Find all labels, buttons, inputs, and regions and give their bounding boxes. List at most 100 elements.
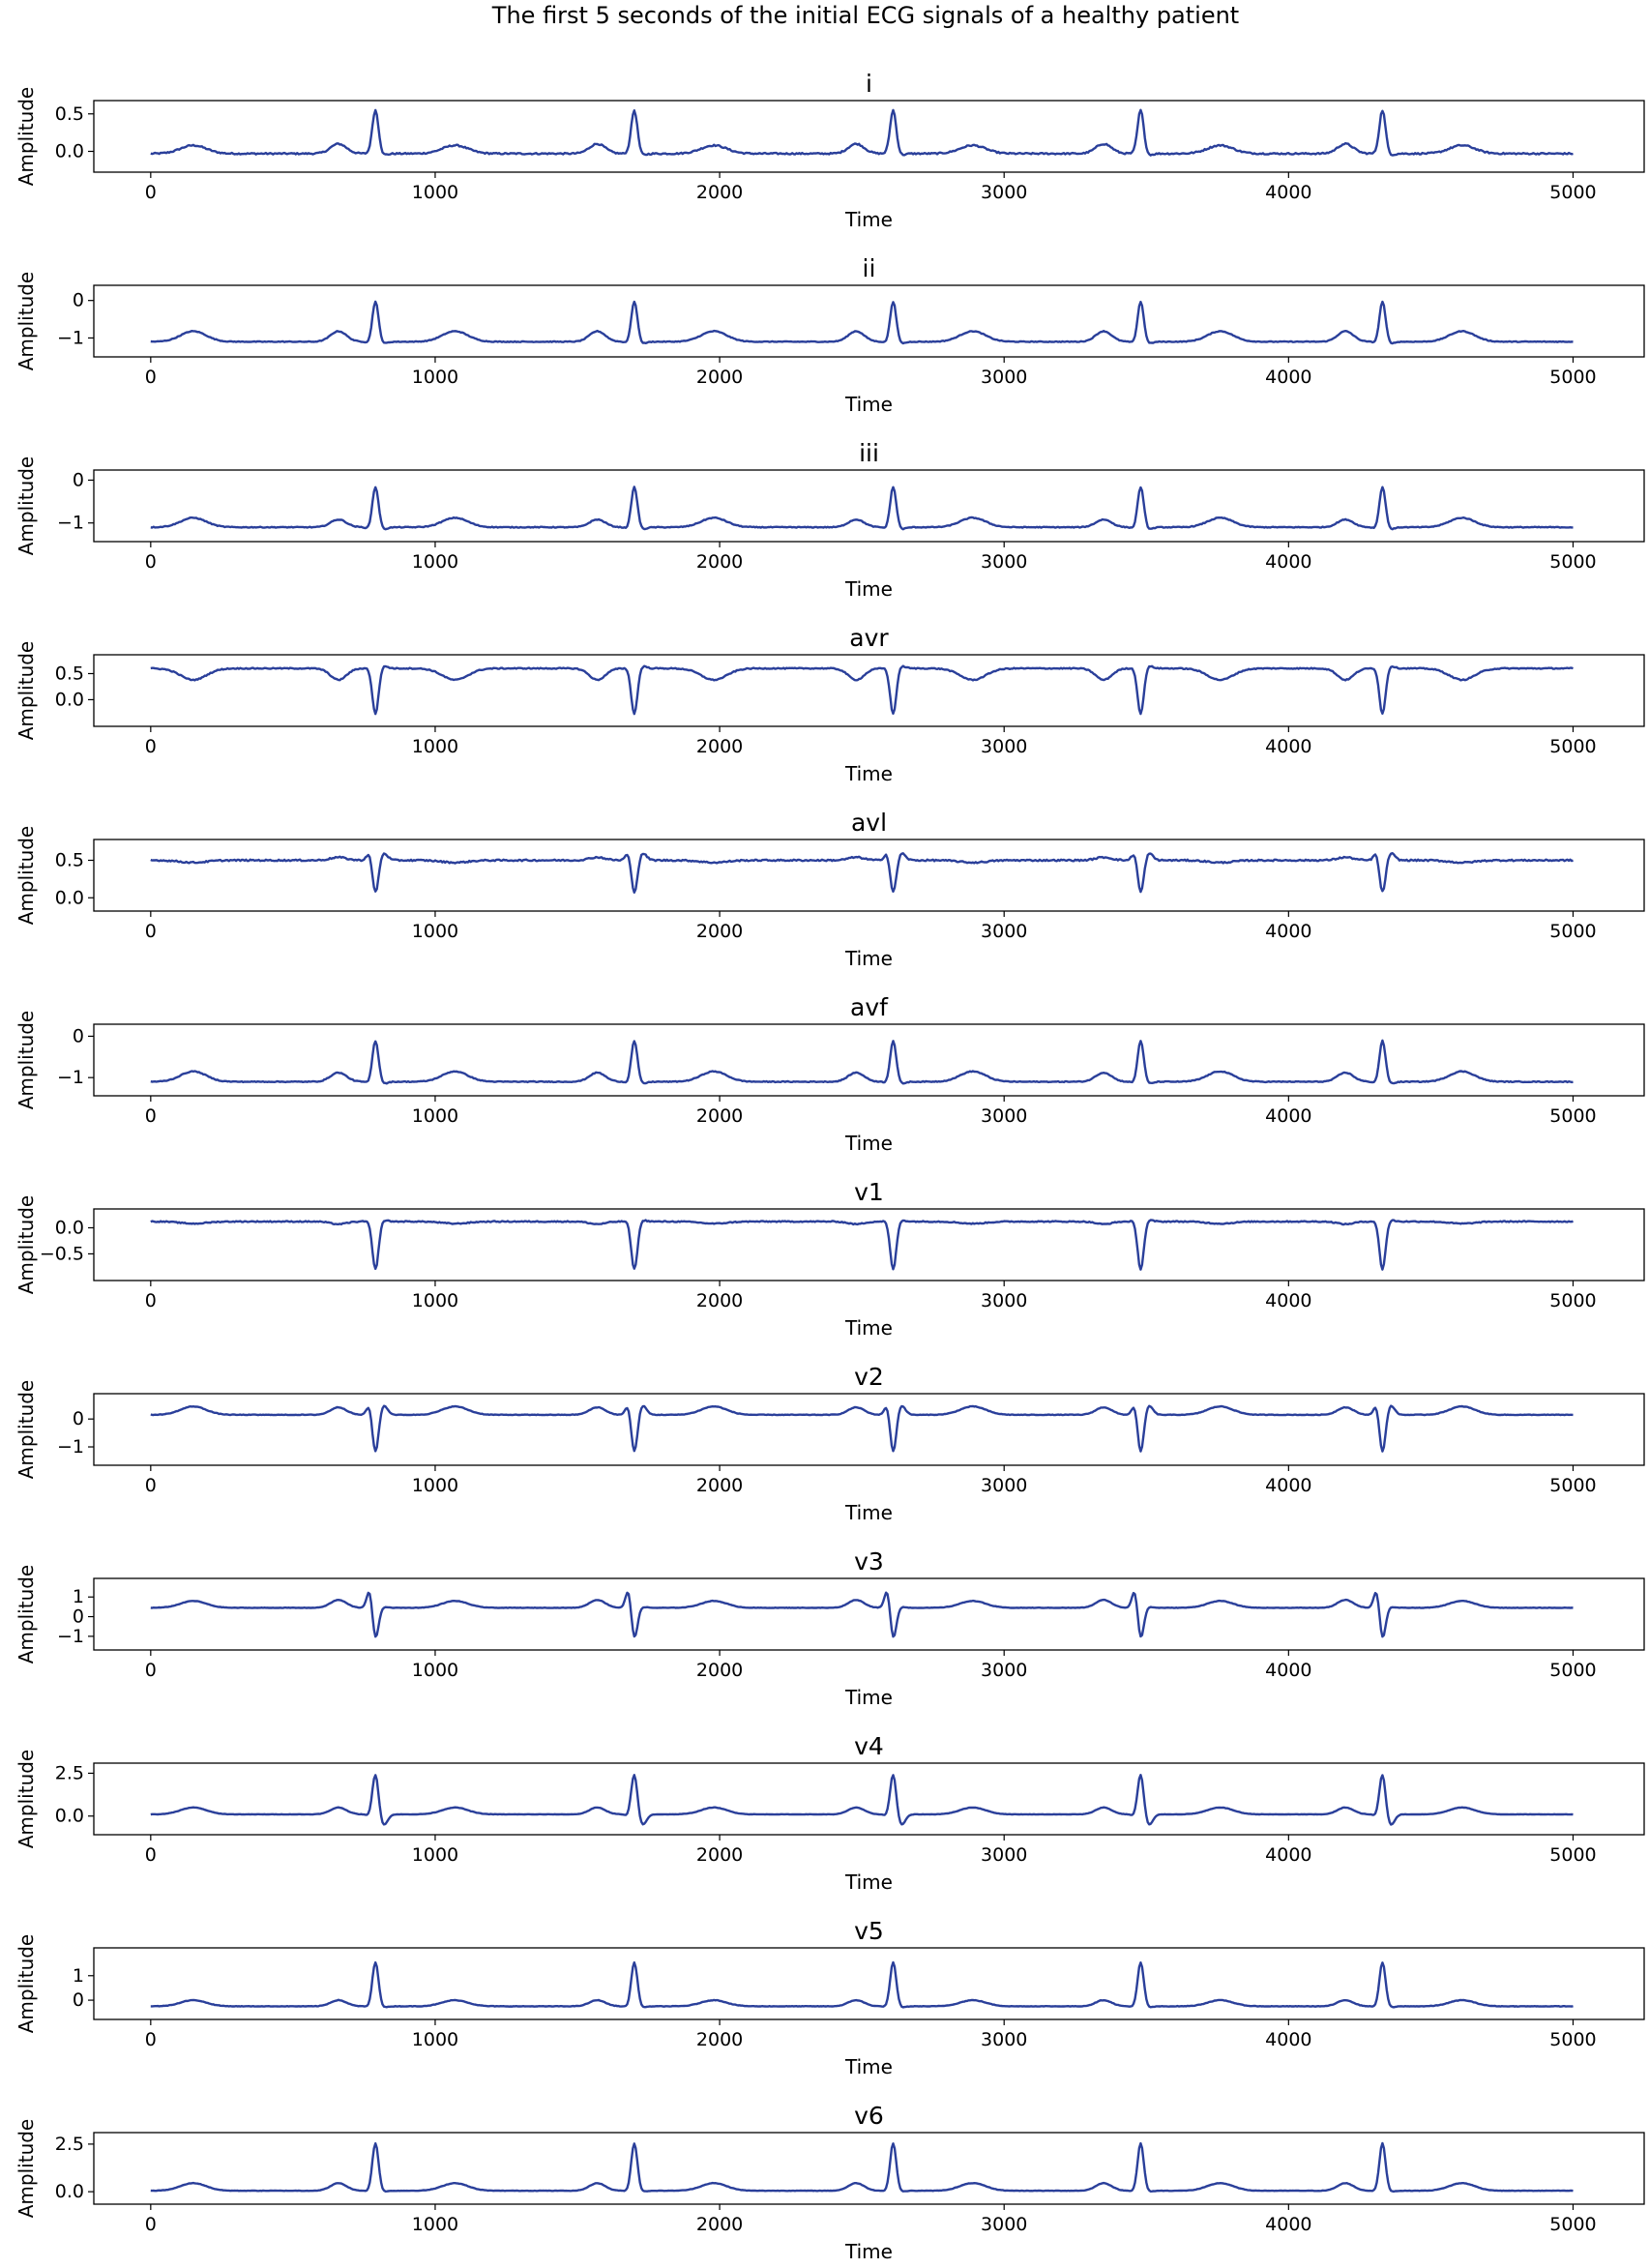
y-tick-label: 0.0: [55, 689, 84, 710]
x-tick-label: 3000: [981, 182, 1027, 203]
x-tick-label: 4000: [1265, 367, 1311, 388]
x-tick-label: 3000: [981, 2029, 1027, 2050]
ecg-signal-line: [150, 1591, 1574, 1638]
y-axis-label: Amplitude: [15, 641, 38, 741]
y-tick-label: −1: [57, 1626, 84, 1647]
x-tick-label: 3000: [981, 1290, 1027, 1311]
panel-i: i 0 1000 2000 3000 4000 5000 Time 0.0 0.5 Amplitud…: [15, 70, 1645, 231]
x-tick-label: 0: [145, 1844, 157, 1866]
y-tick-label: 2.5: [55, 1762, 84, 1783]
x-tick-label: 5000: [1549, 1660, 1596, 1681]
panel-avl: avl 0 1000 2000 3000 4000 5000 Time 0.0 0.5 Amplit…: [15, 809, 1645, 970]
axes-frame: [93, 100, 1645, 173]
x-tick-label: 1000: [412, 1660, 458, 1681]
ecg-signal-line: [150, 300, 1574, 345]
axes-frame: [93, 654, 1645, 727]
x-tick-label: 3000: [981, 2214, 1027, 2235]
y-tick-label: 0.0: [55, 887, 84, 908]
axes-frame: [93, 1208, 1645, 1281]
panel-title: v3: [854, 1547, 884, 1576]
x-tick-label: 1000: [412, 367, 458, 388]
panel-title: avf: [850, 993, 889, 1021]
y-axis-label: Amplitude: [15, 1195, 38, 1295]
panel-avr: avr 0 1000 2000 3000 4000 5000 Time 0.0 0.5 Amplit…: [15, 624, 1645, 785]
x-tick-label: 0: [145, 736, 157, 757]
axes-frame: [93, 1393, 1645, 1466]
y-tick-label: 0: [73, 1025, 84, 1046]
x-tick-label: 1000: [412, 1290, 458, 1311]
y-tick-label: −1: [57, 1436, 84, 1458]
y-axis-label: Amplitude: [15, 826, 38, 926]
x-tick-label: 1000: [412, 182, 458, 203]
x-tick-label: 4000: [1265, 736, 1311, 757]
y-tick-label: 0.5: [55, 850, 84, 871]
axes-frame: [93, 839, 1645, 912]
panel-v4: v4 0 1000 2000 3000 4000 5000 Time 0.0 2.5 Amplitu…: [15, 1732, 1645, 1894]
x-axis-label: Time: [844, 2055, 893, 2078]
x-tick-label: 1000: [412, 1475, 458, 1496]
x-tick-label: 0: [145, 2029, 157, 2050]
x-tick-label: 5000: [1549, 1475, 1596, 1496]
ecg-signal-line: [150, 1960, 1574, 2009]
y-tick-label: 2.5: [55, 2134, 84, 2155]
ecg-signal-line: [150, 1039, 1574, 1085]
x-tick-label: 0: [145, 182, 157, 203]
panel-title: v1: [854, 1178, 884, 1206]
y-tick-label: 0: [73, 1989, 84, 2011]
x-tick-label: 5000: [1549, 921, 1596, 942]
x-tick-label: 1000: [412, 2214, 458, 2235]
y-axis-label: Amplitude: [15, 1565, 38, 1664]
panel-title: v4: [854, 1732, 884, 1760]
x-tick-label: 0: [145, 367, 157, 388]
x-tick-label: 0: [145, 551, 157, 573]
axes-frame: [93, 284, 1645, 358]
x-tick-label: 2000: [696, 367, 743, 388]
y-tick-label: 0.0: [55, 2181, 84, 2202]
x-tick-label: 2000: [696, 736, 743, 757]
x-tick-label: 3000: [981, 1844, 1027, 1866]
y-tick-label: −0.5: [40, 1243, 84, 1264]
x-tick-label: 0: [145, 1290, 157, 1311]
x-tick-label: 3000: [981, 551, 1027, 573]
x-tick-label: 4000: [1265, 2214, 1311, 2235]
x-tick-label: 3000: [981, 1105, 1027, 1127]
x-tick-label: 2000: [696, 1290, 743, 1311]
x-tick-label: 0: [145, 1105, 157, 1127]
y-tick-label: 0.0: [55, 1806, 84, 1827]
x-tick-label: 5000: [1549, 736, 1596, 757]
x-tick-label: 5000: [1549, 1844, 1596, 1866]
x-axis-label: Time: [844, 393, 893, 416]
y-tick-label: 0: [73, 469, 84, 490]
x-axis-label: Time: [844, 947, 893, 970]
x-tick-label: 4000: [1265, 1290, 1311, 1311]
y-tick-label: 1: [73, 1586, 84, 1607]
axes-frame: [93, 2132, 1645, 2205]
x-tick-label: 5000: [1549, 182, 1596, 203]
axes-frame: [93, 469, 1645, 543]
x-axis-label: Time: [844, 1686, 893, 1709]
axes-frame: [93, 1023, 1645, 1097]
x-tick-label: 2000: [696, 2029, 743, 2050]
x-tick-label: 4000: [1265, 551, 1311, 573]
panel-v6: v6 0 1000 2000 3000 4000 5000 Time 0.0 2.5 Amplitu…: [15, 2102, 1645, 2263]
y-tick-label: 0.0: [55, 141, 84, 162]
panel-v1: v1 0 1000 2000 3000 4000 5000 Time −0.5 0.0 Amplit…: [15, 1178, 1645, 1340]
x-tick-label: 5000: [1549, 2214, 1596, 2235]
x-tick-label: 0: [145, 1475, 157, 1496]
x-axis-label: Time: [844, 208, 893, 231]
x-tick-label: 4000: [1265, 1660, 1311, 1681]
x-tick-label: 5000: [1549, 551, 1596, 573]
x-tick-label: 1000: [412, 2029, 458, 2050]
ecg-signal-line: [150, 852, 1574, 894]
y-tick-label: 0.0: [55, 1217, 84, 1238]
x-axis-label: Time: [844, 762, 893, 785]
panel-avf: avf 0 1000 2000 3000 4000 5000 Time −1 0 Amplitude: [15, 993, 1645, 1155]
y-tick-label: 1: [73, 1965, 84, 1987]
x-tick-label: 2000: [696, 182, 743, 203]
x-tick-label: 3000: [981, 1475, 1027, 1496]
y-tick-label: −1: [57, 327, 84, 348]
panel-title: ii: [863, 254, 876, 282]
figure-title: The first 5 seconds of the initial ECG s…: [491, 2, 1239, 29]
